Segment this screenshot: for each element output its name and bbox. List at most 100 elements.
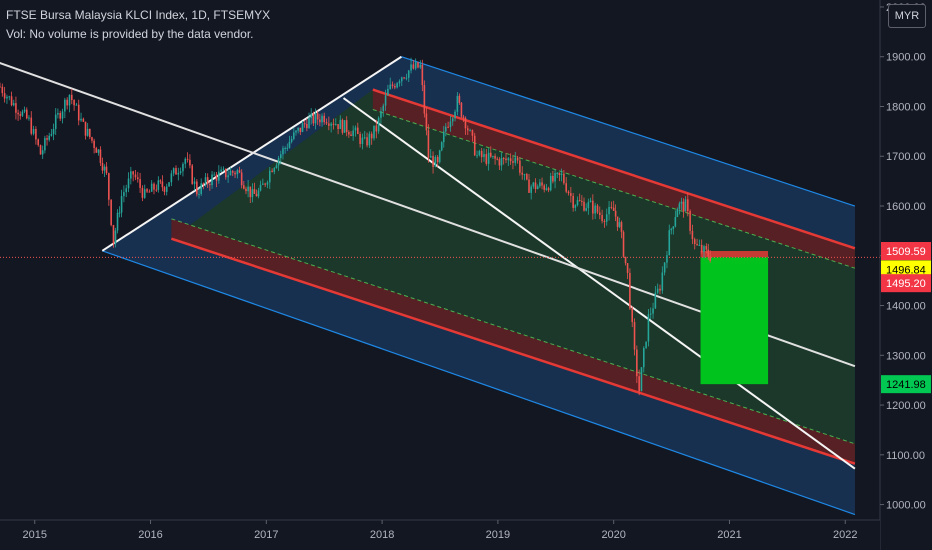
volume-note: Vol: No volume is provided by the data v…: [6, 27, 254, 41]
candle-body: [8, 96, 11, 98]
candle-body: [240, 172, 243, 186]
candle-body: [505, 158, 507, 161]
candle-body: [321, 115, 323, 123]
candle-body: [594, 205, 596, 214]
candle-body: [432, 155, 434, 167]
candle-body: [556, 172, 559, 174]
candle-body: [343, 120, 346, 133]
candle-body: [460, 102, 463, 117]
price-tag-bg: [881, 375, 931, 394]
candle-body: [66, 99, 68, 106]
candle-body: [603, 220, 606, 222]
candle-body: [396, 83, 398, 88]
candle-body: [473, 135, 476, 156]
candle-body: [425, 113, 428, 131]
lower-outer-line: [102, 250, 856, 516]
candle-body: [700, 244, 703, 252]
candle-body: [403, 77, 405, 79]
candle-body: [134, 174, 137, 178]
candle-body: [612, 207, 615, 211]
candle-body: [389, 84, 392, 89]
candle-body: [454, 111, 456, 119]
candle-body: [436, 156, 439, 163]
candle-body: [478, 150, 481, 156]
upper-dashed-line: [372, 109, 856, 269]
candle-body: [91, 137, 93, 141]
candle-body: [370, 133, 373, 139]
candle-body: [616, 216, 619, 227]
candle-body: [247, 186, 249, 192]
candle-body: [236, 170, 239, 175]
candle-body: [179, 171, 182, 173]
candle-body: [139, 179, 141, 188]
candle-body: [663, 262, 666, 273]
candle-body: [249, 186, 252, 198]
candle-body: [405, 77, 408, 79]
candle-body: [547, 188, 550, 191]
candle-body: [213, 174, 216, 176]
candle-body: [103, 166, 106, 171]
candle-body: [186, 158, 189, 160]
candle-body: [290, 138, 293, 142]
y-tick-label: 1800.00: [886, 101, 926, 113]
candle-body: [84, 121, 87, 136]
candle-body: [132, 171, 134, 175]
candle-body: [97, 149, 100, 153]
candle-body: [494, 155, 496, 159]
candle-body: [545, 188, 548, 190]
candle-body: [297, 127, 299, 131]
candle-body: [423, 85, 426, 114]
candle-body: [352, 130, 354, 136]
candle-body: [350, 134, 352, 136]
candle-body: [168, 182, 170, 187]
candle-body: [153, 183, 155, 190]
candle-body: [539, 182, 541, 187]
candle-body: [328, 123, 330, 126]
candle-body: [526, 174, 528, 180]
candle-body: [649, 313, 652, 315]
x-tick-label: 2020: [601, 529, 625, 541]
candle-body: [668, 230, 671, 256]
candle-body: [161, 181, 164, 188]
candle-body: [275, 165, 278, 169]
candle-body: [659, 288, 661, 291]
candle-body: [141, 187, 144, 198]
candle-body: [380, 111, 382, 118]
candle-body: [306, 123, 308, 129]
y-tick-label: 1000.00: [886, 500, 926, 512]
candle-body: [483, 154, 485, 158]
price-tag-label: 1495.20: [886, 278, 926, 290]
candle-body: [631, 308, 634, 323]
candle-body: [421, 64, 424, 86]
candle-body: [332, 123, 335, 126]
candle-body: [39, 145, 42, 155]
candle-body: [282, 148, 284, 155]
candle-body: [509, 158, 512, 162]
candle-body: [279, 154, 282, 159]
candle-body: [229, 171, 232, 176]
candle-body: [417, 62, 419, 68]
candle-body: [466, 128, 469, 131]
candle-body: [68, 94, 71, 106]
candle-body: [558, 172, 561, 175]
candle-body: [191, 165, 194, 184]
candle-body: [391, 84, 394, 87]
candle-body: [514, 157, 517, 163]
candle-body: [672, 226, 675, 229]
candle-body: [492, 155, 494, 157]
y-tick-label: 1400.00: [886, 301, 926, 313]
price-tag-label: 1241.98: [886, 379, 926, 391]
candle-body: [532, 182, 535, 187]
candle-body: [277, 158, 280, 166]
candle-body: [451, 118, 454, 122]
candle-body: [419, 64, 422, 68]
currency-button[interactable]: MYR: [888, 4, 926, 28]
candle-body: [57, 112, 59, 115]
candle-body: [125, 188, 128, 193]
candle-body: [25, 109, 28, 119]
y-tick-label: 1600.00: [886, 201, 926, 213]
candle-body: [691, 230, 694, 240]
candle-body: [361, 137, 364, 144]
candle-body: [624, 256, 627, 264]
